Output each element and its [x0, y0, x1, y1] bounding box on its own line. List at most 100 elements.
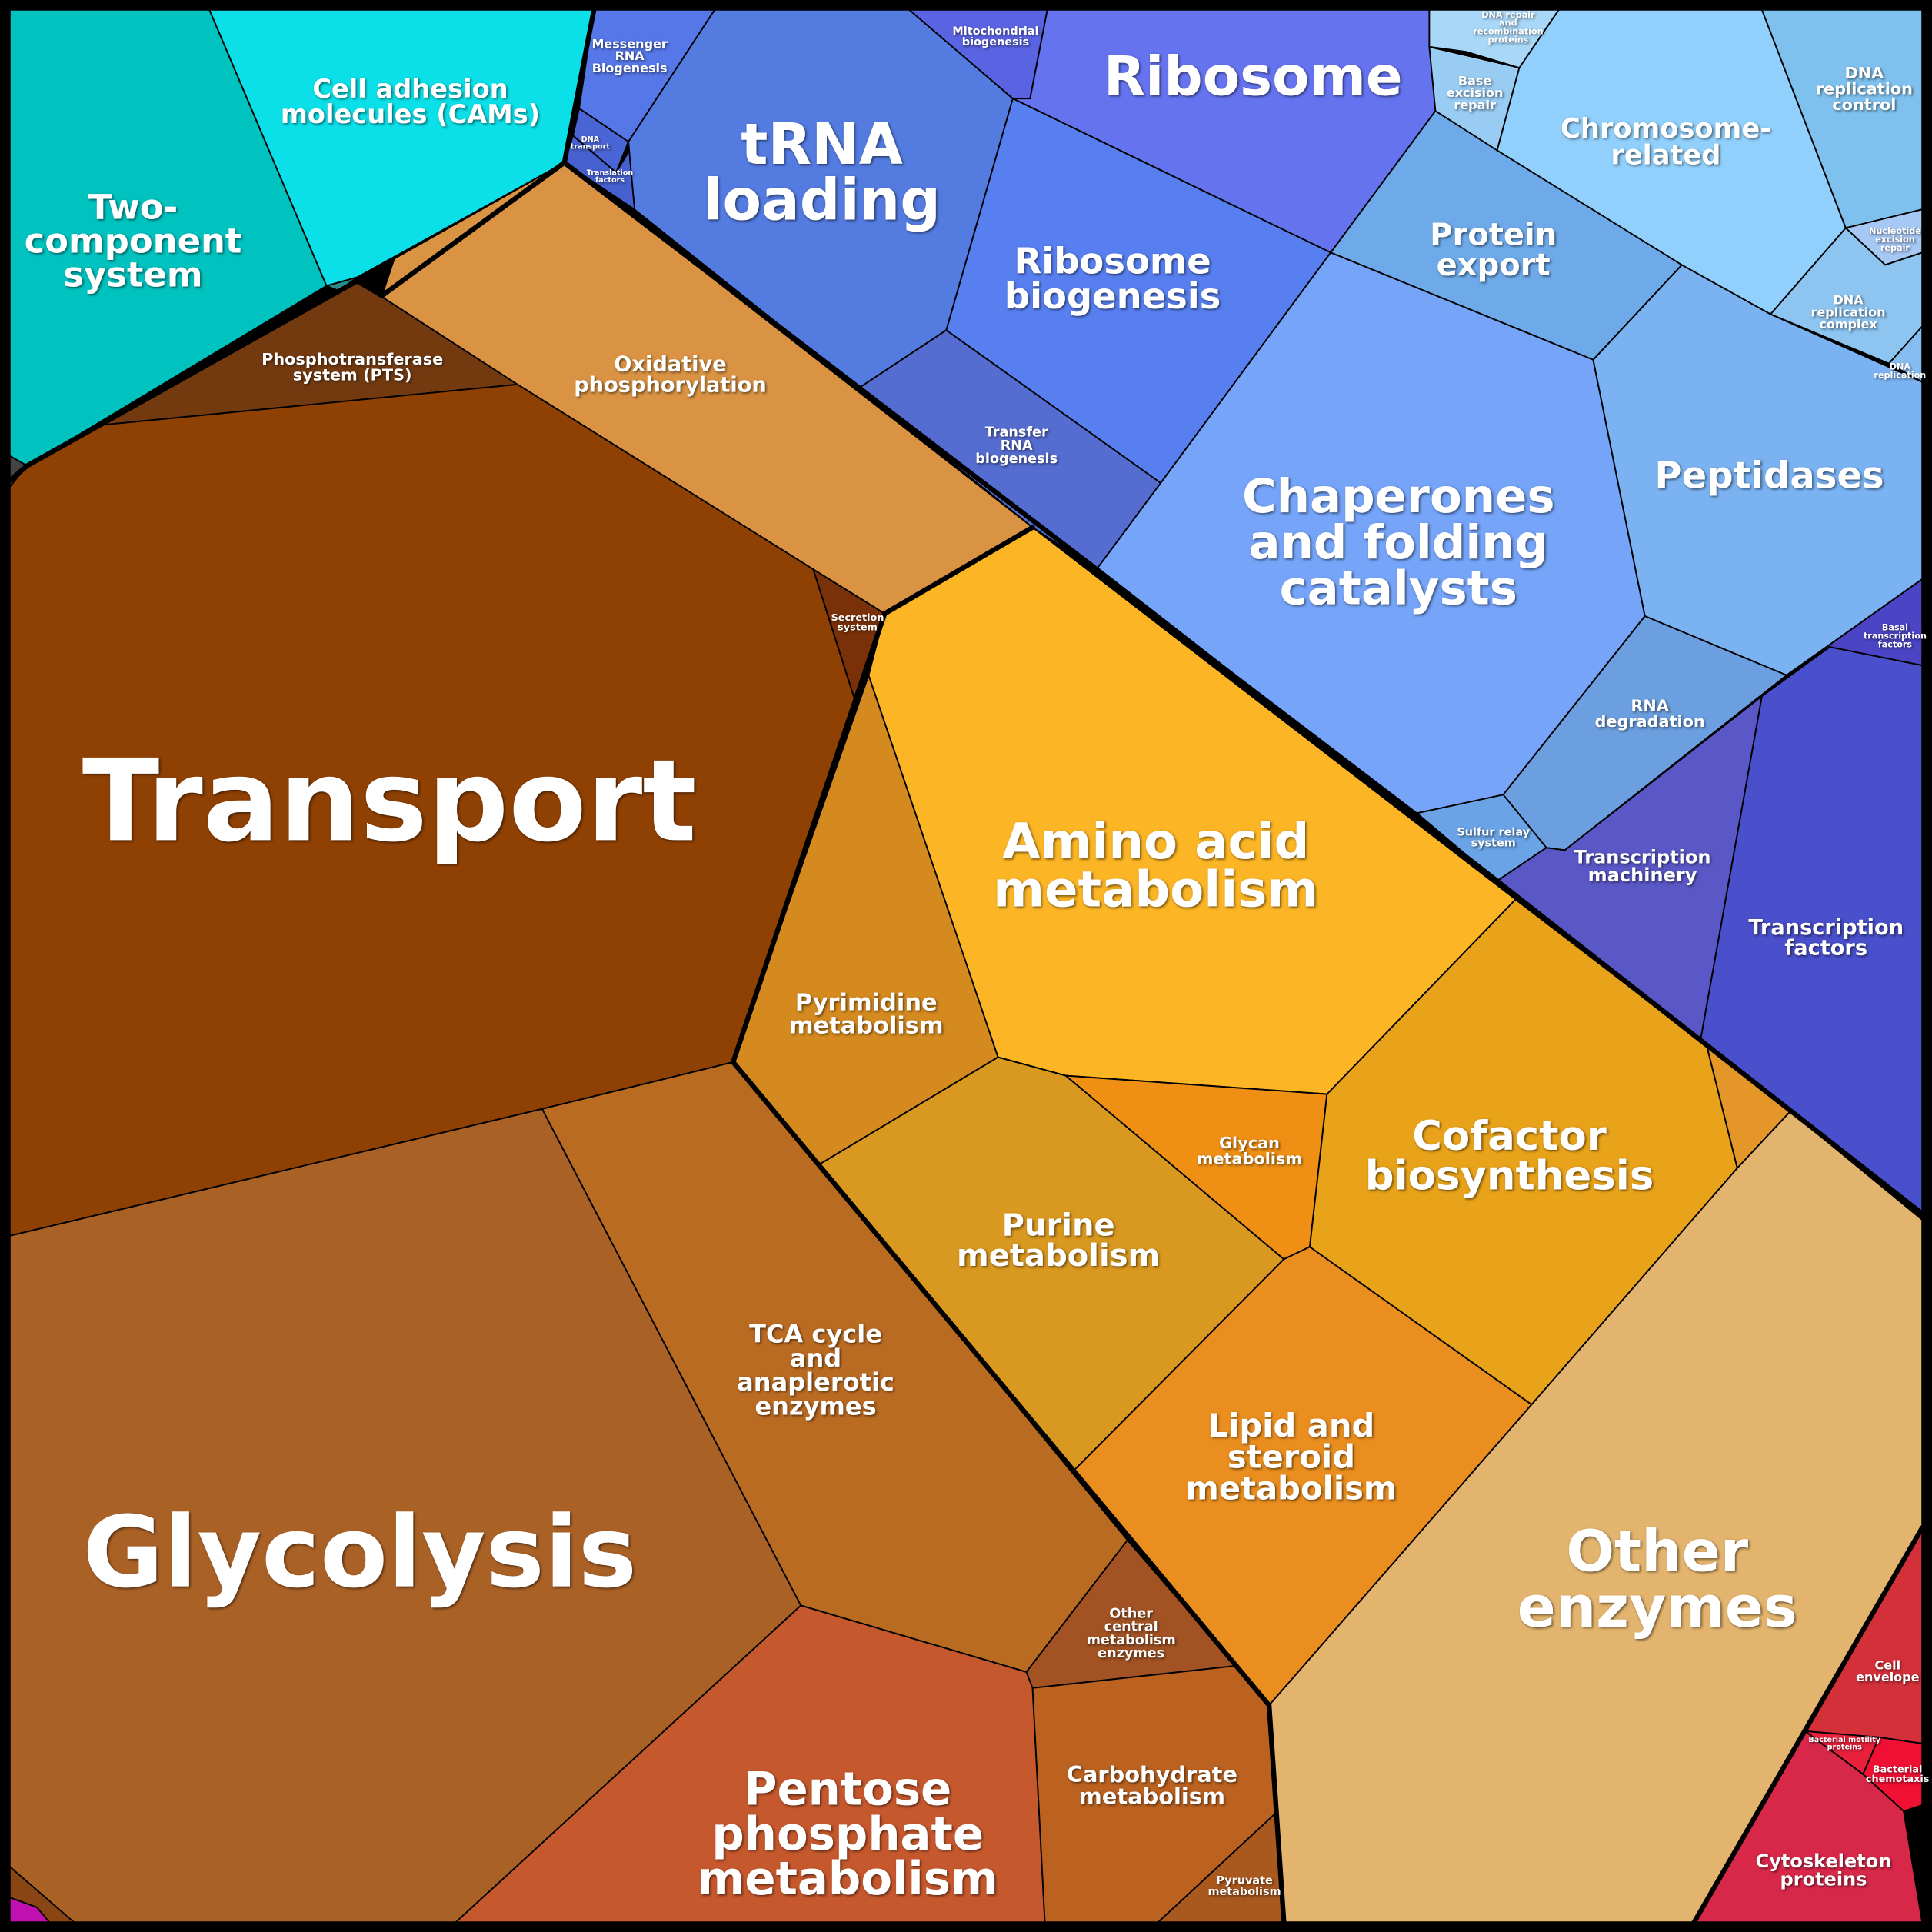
cell-label: Bacterial chemotaxis	[1866, 1764, 1930, 1785]
label-line: biogenesis	[962, 36, 1029, 48]
label-line: anaplerotic	[737, 1367, 894, 1397]
label-line: tRNA	[741, 112, 903, 178]
label-line: repair	[1454, 97, 1496, 112]
cell-label: Lipid and steroid metabolism	[1186, 1406, 1397, 1507]
cell	[1428, 45, 1521, 152]
label-line: factors	[1784, 936, 1867, 960]
label-line: Cell	[1875, 1657, 1901, 1672]
label-line: proteins	[1488, 35, 1529, 45]
cell-label: Oxidative phosphorylation	[574, 352, 767, 397]
label-line: Carbohydrate	[1067, 1761, 1237, 1787]
cell-label: Peptidases	[1654, 454, 1884, 497]
label-line: Peptidases	[1654, 454, 1884, 497]
cell-label: Phosphotransferase system (PTS)	[261, 350, 443, 384]
cell-label: Bacterial motility proteins	[1808, 1736, 1880, 1751]
cell-label: Basal transcription factors	[1864, 622, 1927, 649]
label-line: and folding	[1249, 515, 1549, 569]
label-line: factors	[1878, 639, 1913, 649]
label-line: Transfer	[985, 425, 1048, 441]
label-line: metabolism	[1079, 1783, 1225, 1809]
label-line: excision	[1875, 234, 1915, 244]
label-line: component	[25, 220, 242, 261]
label-line: complex	[1819, 317, 1877, 331]
cell-label: Ribosome biogenesis	[1004, 240, 1221, 317]
label-line: proteins	[1780, 1869, 1867, 1890]
cell-label: Purine metabolism	[957, 1208, 1160, 1274]
cell-label: DNA transport	[571, 135, 611, 151]
label-line: control	[1832, 95, 1896, 114]
cell-label: Pyrimidine metabolism	[789, 989, 944, 1039]
label-line: factors	[595, 175, 625, 184]
label-line: system (PTS)	[293, 366, 412, 385]
label-line: Two-	[88, 186, 178, 227]
label-line: Protein	[1430, 218, 1557, 253]
label-line: Other	[1109, 1606, 1153, 1621]
label-line: Cytoskeleton	[1756, 1850, 1892, 1872]
cell-label: Amino acid metabolism	[993, 814, 1318, 919]
label-line: repair	[1880, 242, 1910, 252]
label-line: DNA	[1834, 292, 1864, 307]
label-line: Basal	[1882, 622, 1908, 632]
cell-label: RNA degradation	[1594, 696, 1704, 730]
label-line: Sulfur relay	[1457, 826, 1530, 838]
label-line: DNA repair	[1481, 9, 1535, 19]
label-line: system	[63, 254, 202, 295]
group-border	[731, 525, 1287, 1925]
cell-label: Other enzymes	[1517, 1519, 1797, 1640]
group-border	[561, 160, 1925, 1217]
label-line: and	[790, 1344, 841, 1373]
cell-label: Other central metabolism enzymes	[1087, 1606, 1176, 1661]
cells	[8, 8, 1924, 1924]
label-line: Mitochondrial	[952, 25, 1038, 38]
group-border	[7, 7, 597, 483]
label-line: metabolism	[957, 1238, 1160, 1274]
cell-label: Pentose phosphate metabolism	[698, 1762, 998, 1904]
label-line: DNA	[1844, 64, 1884, 82]
cell-label: Messenger RNA Biogenesis	[591, 36, 667, 75]
label-line: metabolism	[1186, 1469, 1397, 1507]
label-line: metabolism	[789, 1012, 944, 1039]
label-line: Purine	[1002, 1208, 1115, 1244]
cell-label: DNA replication control	[1816, 64, 1913, 114]
label-line: Translation	[587, 168, 634, 177]
cell-label: Transcription machinery	[1574, 846, 1711, 886]
label-line: phosphate	[711, 1807, 984, 1860]
label-line: RNA	[615, 48, 645, 63]
label-line: enzymes	[1098, 1646, 1164, 1661]
cell-label: Nucleotide excision repair	[1869, 225, 1921, 252]
cell-label: Chromosome-related	[1561, 112, 1771, 171]
label-line: Transcription	[1574, 846, 1711, 868]
label-line: system	[1471, 837, 1516, 849]
cell-label: Translation factors	[587, 168, 634, 184]
cell-label: Transport	[82, 734, 697, 867]
cell-label: Pyruvate metabolism	[1208, 1875, 1281, 1898]
label-line: Bacterial motility	[1808, 1736, 1880, 1744]
cell-label: Cell envelope	[1856, 1657, 1920, 1684]
label-line: metabolism	[698, 1851, 998, 1904]
cell-label: Transcription factors	[1748, 915, 1904, 960]
label-line: biogenesis	[1004, 275, 1221, 317]
label-line: export	[1437, 248, 1551, 283]
label-line: Ribosome	[1104, 45, 1403, 108]
cell-label: Transfer RNA biogenesis	[975, 425, 1058, 468]
cell-label: DNA replication	[1874, 361, 1926, 380]
label-line: DNA	[581, 135, 600, 144]
cell	[1862, 1736, 1924, 1812]
group-border	[1691, 1525, 1925, 1925]
cell-label: Base excision repair	[1447, 73, 1504, 112]
label-line: Other	[1566, 1519, 1748, 1584]
label-line: metabolism	[993, 862, 1318, 919]
label-line: loading	[703, 168, 941, 233]
label-line: machinery	[1588, 864, 1697, 886]
label-line: Transport	[82, 734, 697, 867]
label-line: molecules (CAMs)	[281, 98, 540, 128]
cell-label: DNA repair and recombination proteins	[1473, 9, 1543, 45]
label-line: replication	[1816, 79, 1913, 98]
cell-label: Cytoskeleton proteins	[1756, 1850, 1892, 1890]
label-line: transcription	[1864, 631, 1927, 641]
label-line: Transcription	[1748, 915, 1904, 939]
label-line: related	[1611, 139, 1720, 171]
